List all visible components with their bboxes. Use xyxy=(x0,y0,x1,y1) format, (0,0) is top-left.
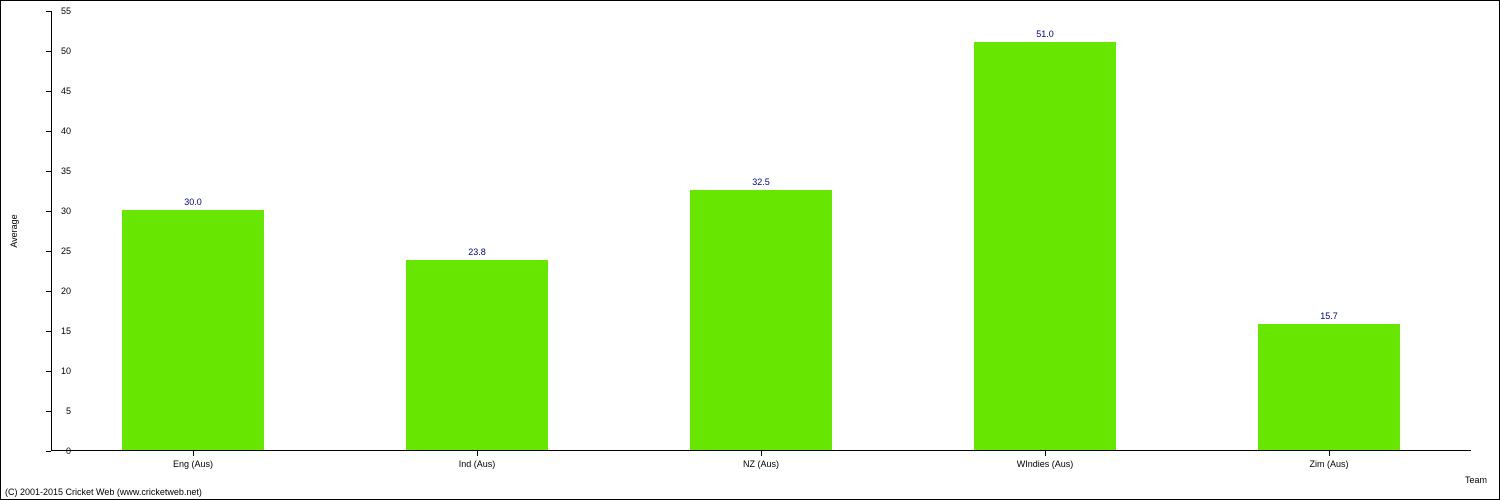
x-tick xyxy=(193,451,194,456)
bar-value-label: 15.7 xyxy=(1320,311,1338,321)
y-tick-label: 45 xyxy=(47,86,71,96)
y-axis-title: Average xyxy=(9,214,19,247)
y-tick-label: 30 xyxy=(47,206,71,216)
bar-value-label: 23.8 xyxy=(468,247,486,257)
y-tick-label: 5 xyxy=(47,406,71,416)
x-tick-label: Ind (Aus) xyxy=(459,459,496,469)
y-tick-label: 0 xyxy=(47,446,71,456)
x-tick-label: NZ (Aus) xyxy=(743,459,779,469)
bar xyxy=(122,210,264,450)
plot-area xyxy=(51,11,1471,451)
bar-value-label: 32.5 xyxy=(752,177,770,187)
y-tick-label: 55 xyxy=(47,6,71,16)
y-tick-label: 35 xyxy=(47,166,71,176)
x-tick-label: Zim (Aus) xyxy=(1310,459,1349,469)
y-tick-label: 15 xyxy=(47,326,71,336)
bar-value-label: 51.0 xyxy=(1036,29,1054,39)
x-tick-label: Eng (Aus) xyxy=(173,459,213,469)
y-tick-label: 50 xyxy=(47,46,71,56)
y-tick-label: 25 xyxy=(47,246,71,256)
bar xyxy=(406,260,548,450)
x-tick xyxy=(1329,451,1330,456)
x-tick xyxy=(477,451,478,456)
bar xyxy=(690,190,832,450)
bar-value-label: 30.0 xyxy=(184,197,202,207)
bar xyxy=(974,42,1116,450)
bar xyxy=(1258,324,1400,450)
copyright-text: (C) 2001-2015 Cricket Web (www.cricketwe… xyxy=(5,487,202,497)
y-tick-label: 20 xyxy=(47,286,71,296)
x-tick-label: WIndies (Aus) xyxy=(1017,459,1074,469)
chart-container: 0 5 10 15 20 25 30 35 40 45 50 55 Eng (Aus) Ind (Aus… xyxy=(0,0,1500,500)
y-tick-label: 10 xyxy=(47,366,71,376)
x-axis-title: Team xyxy=(1465,475,1487,485)
x-tick xyxy=(1045,451,1046,456)
x-tick xyxy=(761,451,762,456)
y-tick-label: 40 xyxy=(47,126,71,136)
y-axis-line xyxy=(51,11,52,451)
